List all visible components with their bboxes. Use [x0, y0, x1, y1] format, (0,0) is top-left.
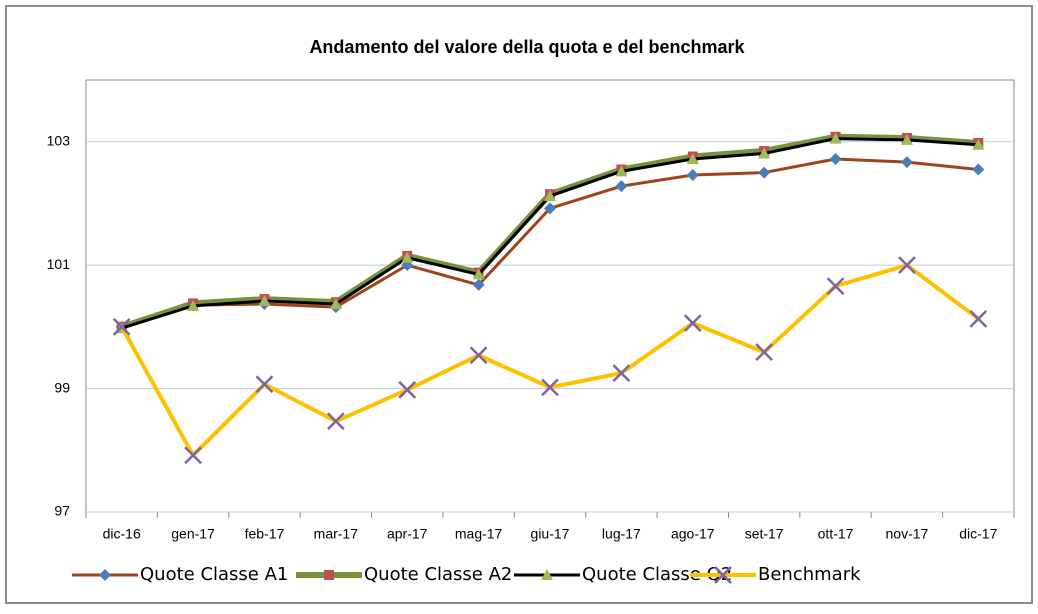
marker — [758, 147, 771, 159]
marker — [900, 133, 913, 145]
y-tick-label: 99 — [54, 379, 70, 395]
x-tick-label: dic-17 — [959, 526, 997, 542]
marker — [615, 180, 628, 193]
marker — [541, 378, 559, 397]
marker — [686, 152, 699, 164]
marker — [829, 152, 842, 165]
marker — [969, 309, 988, 328]
marker — [112, 317, 131, 336]
marker — [541, 569, 553, 580]
marker — [472, 268, 485, 280]
x-tick-label: ott-17 — [818, 526, 854, 542]
marker — [99, 569, 111, 581]
marker — [255, 375, 274, 394]
marker — [326, 412, 345, 431]
marker — [972, 163, 985, 176]
marker — [469, 346, 488, 365]
marker — [898, 256, 916, 275]
legend-label: Benchmark — [758, 564, 861, 585]
x-tick-label: ago-17 — [671, 526, 715, 542]
legend-label: Quote Classe Q2 — [582, 564, 732, 585]
x-tick-label: lug-17 — [602, 526, 641, 542]
y-tick-label: 101 — [47, 256, 71, 272]
x-tick-label: set-17 — [745, 526, 784, 542]
marker — [686, 169, 699, 182]
legend-label: Quote Classe A2 — [364, 564, 512, 585]
marker — [714, 566, 732, 584]
marker — [184, 446, 202, 465]
marker — [826, 277, 845, 296]
marker — [900, 156, 913, 169]
y-tick-label: 103 — [47, 132, 71, 148]
marker — [398, 380, 417, 399]
marker — [612, 364, 631, 383]
x-tick-label: nov-17 — [886, 526, 929, 542]
marker — [329, 298, 342, 310]
marker — [972, 138, 985, 150]
marker — [544, 190, 556, 202]
marker — [544, 202, 556, 215]
x-tick-label: giu-17 — [531, 526, 570, 542]
x-tick-label: gen-17 — [171, 526, 215, 542]
marker — [829, 132, 842, 144]
x-tick-label: mar-17 — [314, 526, 359, 542]
marker — [755, 343, 774, 362]
marker — [324, 570, 334, 580]
marker — [401, 251, 414, 263]
y-tick-label: 97 — [54, 503, 70, 519]
chart-frame — [5, 5, 1033, 604]
marker — [472, 278, 485, 291]
marker — [683, 314, 702, 333]
legend-label: Quote Classe A1 — [140, 564, 288, 585]
marker — [258, 294, 271, 306]
marker — [615, 165, 628, 177]
x-tick-label: mag-17 — [455, 526, 503, 542]
chart-title: Andamento del valore della quota e del b… — [309, 37, 745, 57]
x-tick-label: feb-17 — [245, 526, 285, 542]
x-tick-label: dic-16 — [103, 526, 141, 542]
x-tick-label: apr-17 — [387, 526, 428, 542]
marker — [187, 299, 200, 311]
marker — [758, 166, 771, 179]
